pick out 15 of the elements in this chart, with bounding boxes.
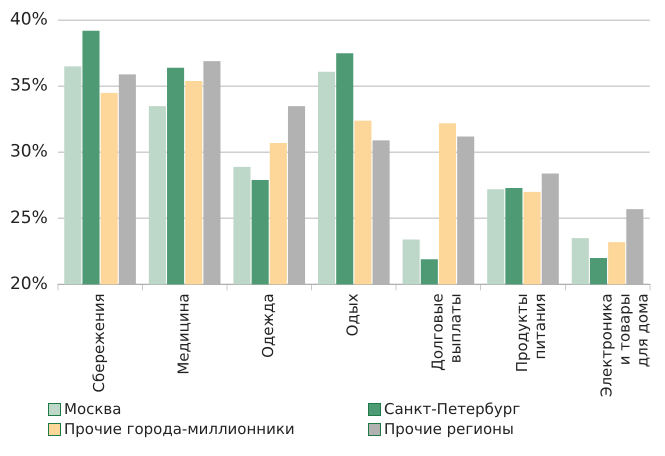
y-tick-label: 30%	[10, 142, 48, 162]
legend-label: Прочие города-миллионники	[64, 420, 295, 438]
x-tick-label: Долговые выплаты	[428, 293, 464, 371]
x-tick-label: Сбережения	[90, 293, 108, 392]
x-tick-label: Одежда	[259, 293, 278, 358]
x-tick-label: Медицина	[174, 293, 193, 375]
y-tick-label: 20%	[10, 274, 48, 294]
legend-label: Прочие регионы	[384, 420, 514, 438]
y-tick-label: 35%	[10, 76, 48, 96]
y-tick-label: 40%	[10, 10, 48, 30]
x-tick-label: Продукты питания	[512, 293, 549, 372]
legend-label: Москва	[64, 400, 122, 418]
y-tick-label: 25%	[10, 208, 48, 228]
legend-label: Санкт-Петербург	[384, 400, 520, 418]
x-tick-label: Одых	[344, 293, 362, 336]
